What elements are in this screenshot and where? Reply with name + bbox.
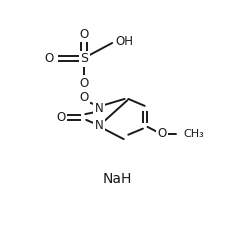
- Text: NaH: NaH: [103, 172, 132, 186]
- Text: O: O: [80, 91, 89, 104]
- Text: OH: OH: [115, 35, 134, 48]
- Text: O: O: [157, 127, 167, 140]
- Text: N: N: [95, 119, 103, 133]
- Text: O: O: [80, 28, 89, 41]
- Text: N: N: [95, 102, 103, 115]
- Text: O: O: [44, 52, 53, 65]
- Text: S: S: [80, 52, 88, 65]
- Text: O: O: [80, 77, 89, 90]
- Text: CH₃: CH₃: [183, 129, 204, 139]
- Text: O: O: [56, 111, 65, 124]
